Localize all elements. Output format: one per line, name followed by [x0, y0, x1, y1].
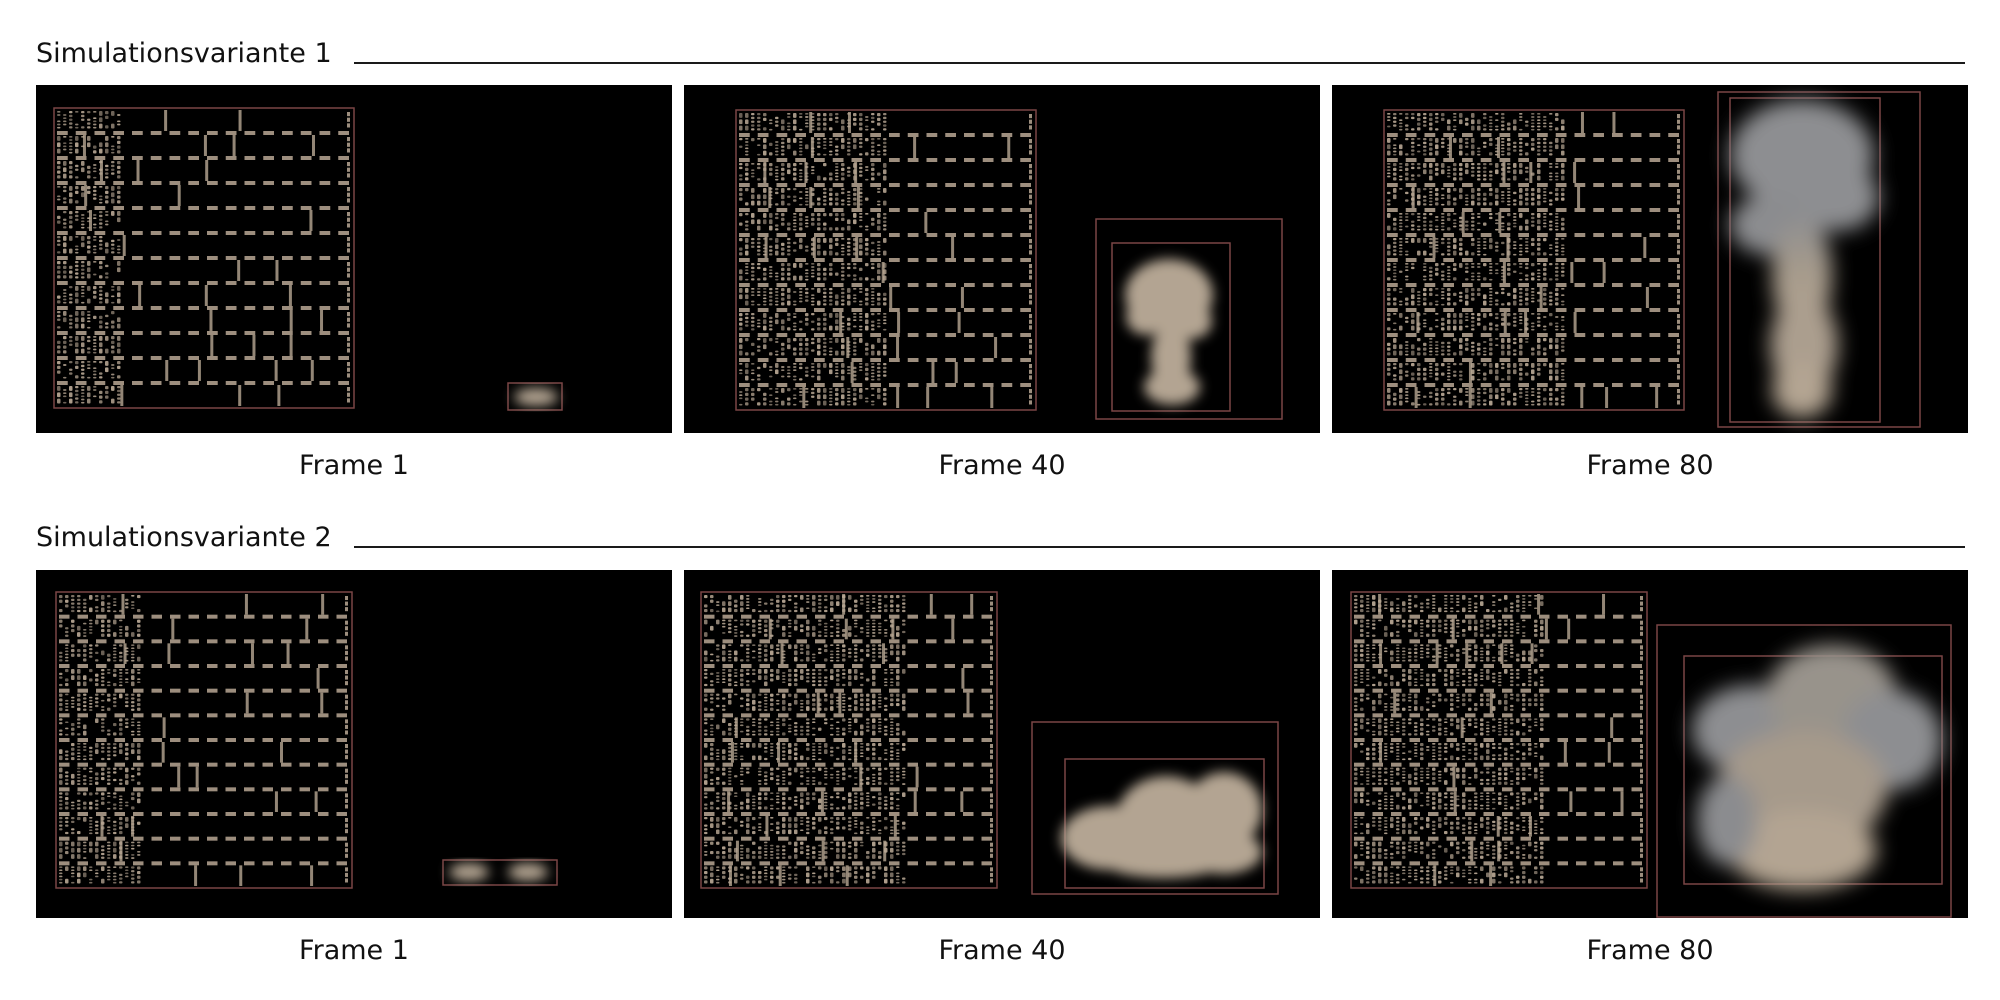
variant-1-frame-40-caption: Frame 40 — [938, 450, 1066, 481]
bounding-box-outer — [1095, 218, 1283, 420]
variant-2-frame-80-render — [1332, 570, 1968, 918]
bounding-box — [507, 382, 563, 411]
smoke-cloud — [1061, 772, 1262, 878]
variant-1-frame-80-render — [1332, 85, 1968, 433]
variant-2-rule — [354, 546, 1965, 548]
variant-2-frame-40-render — [684, 570, 1320, 918]
variant-2-frame-1-caption: Frame 1 — [299, 935, 409, 966]
smoke-seed — [514, 388, 558, 406]
building-grid — [735, 109, 1037, 411]
smoke-plume — [1125, 259, 1213, 405]
building-grid — [700, 591, 998, 889]
bounding-box-outer — [1656, 624, 1952, 918]
building-grid — [55, 591, 353, 889]
variant-1-title: Simulationsvariante 1 — [36, 38, 332, 69]
bounding-box — [442, 859, 558, 886]
variant-2-frame-40-caption: Frame 40 — [938, 935, 1066, 966]
variant-1-frame-80-caption: Frame 80 — [1586, 450, 1714, 481]
bounding-box-inner — [1111, 242, 1231, 412]
building-grid — [53, 107, 355, 409]
bounding-box-inner — [1729, 97, 1881, 423]
building-grid — [1383, 109, 1685, 411]
smoke-large-cloud — [1692, 645, 1942, 890]
variant-1-rule — [354, 62, 1965, 64]
variant-1-frame-1-caption: Frame 1 — [299, 450, 409, 481]
building-grid — [1350, 591, 1648, 889]
variant-1-frame-40-render — [684, 85, 1320, 433]
bounding-box-inner — [1064, 758, 1265, 889]
smoke-column — [1730, 100, 1879, 418]
smoke-seed — [449, 863, 548, 881]
variant-2-frame-80-caption: Frame 80 — [1586, 935, 1714, 966]
variant-2-title: Simulationsvariante 2 — [36, 522, 332, 553]
bounding-box-outer — [1031, 721, 1279, 895]
variant-2-frame-1-render — [36, 570, 672, 918]
bounding-box-outer — [1717, 91, 1921, 428]
variant-1-frame-1-render — [36, 85, 672, 433]
